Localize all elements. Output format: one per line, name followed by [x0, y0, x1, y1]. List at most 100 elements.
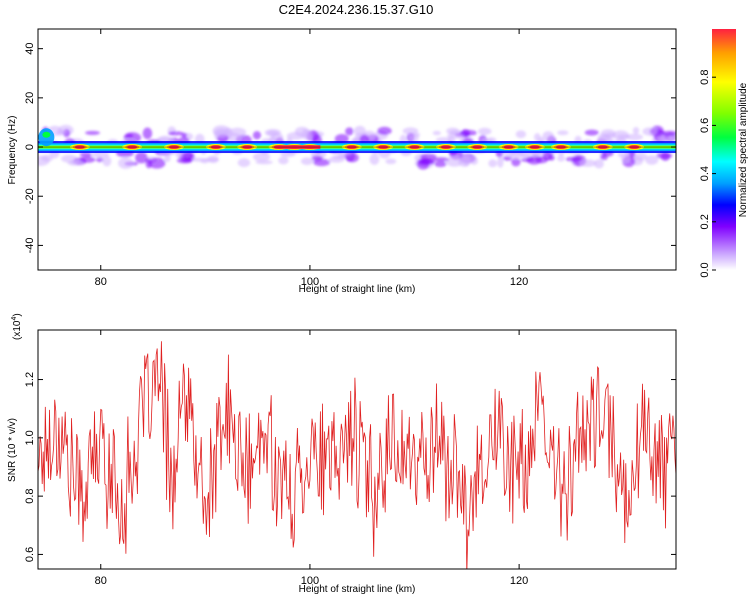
spectrogram-noise-cell [594, 159, 604, 169]
spectrogram-noise-cell [434, 161, 447, 168]
spectrogram-noise-cell [79, 152, 92, 158]
spectrogram-y-tick-label: -40 [24, 237, 36, 253]
spectrogram-heatmap [38, 124, 676, 170]
snr-y-tick-label: 0.6 [24, 547, 36, 562]
spectrogram-noise-cell [502, 155, 513, 161]
spectrogram-noise-cell [579, 159, 597, 167]
spectrogram-noise-cell [584, 129, 599, 136]
spectrogram-noise-cell [445, 156, 463, 167]
spectrogram-noise-cell [266, 130, 279, 137]
spectrogram-x-tick-label: 80 [95, 276, 107, 288]
spectrogram-left-blob-core [42, 131, 51, 138]
spectrogram-y-tick-label: -20 [24, 188, 36, 204]
spectrogram-noise-cell [385, 158, 397, 165]
colorbar-tick-label: 0.8 [699, 70, 711, 85]
spectrogram-noise-cell [626, 133, 644, 141]
spectrogram-noise-cell [542, 131, 554, 142]
spectrogram-frame [37, 28, 677, 271]
spectrogram-noise-cell [470, 156, 479, 165]
spectrogram-y-tick-label: 40 [24, 43, 36, 55]
spectrogram-noise-cell [118, 157, 134, 169]
spectrogram-noise-cell [620, 154, 630, 163]
spectrogram-noise-cell [41, 154, 54, 162]
spectrogram-noise-cell [164, 154, 171, 163]
spectrogram-noise-cell [252, 130, 262, 140]
snr-y-tick-label: 1.0 [24, 430, 36, 445]
spectrogram-noise-cell [497, 156, 504, 168]
snr-frame [37, 329, 677, 570]
spectrogram-noise-cell [369, 153, 380, 165]
spectrogram-noise-cell [200, 158, 209, 164]
snr-x-tick-label: 120 [510, 575, 528, 587]
spectrogram-noise-cell [446, 127, 460, 135]
snr-ticks: 80 100 120 0.6 0.8 1.0 1.2 [24, 330, 676, 587]
spectrogram-y-tick-label: 0 [24, 144, 36, 150]
snr-y-label: SNR (10 * v/v) [7, 418, 18, 482]
colorbar-tick-label: 0.6 [699, 118, 711, 133]
spectrogram-noise-cell [604, 132, 616, 139]
spectrogram-noise-cell [142, 127, 153, 140]
spectrogram-y-tick-label: 20 [24, 92, 36, 104]
spectrogram-noise-cell [237, 158, 251, 168]
spectrogram-noise-cell [557, 130, 569, 136]
spectrogram-y-label: Frequency (Hz) [7, 116, 18, 185]
colorbar-tick-label: 0.4 [699, 166, 711, 181]
spectrogram-noise-cell [402, 127, 419, 135]
spectrogram-noise-cell [642, 127, 658, 136]
colorbar-ticks: 0.0 0.2 0.4 0.6 0.8 [699, 70, 716, 278]
spectrogram-x-tick-label: 100 [301, 276, 319, 288]
spectrogram-noise-cell [377, 126, 392, 135]
spectrogram-noise-cell [515, 130, 527, 139]
spectrogram-noise-cell [85, 130, 101, 136]
spectrogram-x-tick-label: 120 [510, 276, 528, 288]
spectrogram-noise-cell [182, 152, 193, 162]
spectrogram-noise-cell [446, 133, 465, 139]
spectrogram-noise-cell [656, 152, 673, 159]
spectrogram-noise-cell [432, 157, 449, 162]
snr-x-tick-label: 80 [95, 575, 107, 587]
spectrogram-noise-cell [432, 130, 441, 136]
snr-y-tick-label: 0.8 [24, 488, 36, 503]
snr-y-tick-label: 1.2 [24, 372, 36, 387]
spectrogram-noise-cell [410, 134, 420, 141]
spectrogram-noise-cell [345, 127, 354, 136]
snr-exponent-label: (x104) [11, 313, 23, 340]
spectrogram-noise-cell [294, 126, 310, 137]
spectrogram-noise-cell [557, 155, 565, 162]
spectrogram-noise-cell [332, 155, 347, 160]
spectrogram-noise-cell [616, 134, 631, 139]
spectrogram-noise-cell [645, 155, 659, 165]
spectrogram-ticks: 80 100 120 40 20 0 -20 -40 [24, 29, 676, 288]
figure-title: C2E4.2024.236.15.37.G10 [279, 2, 434, 17]
spectrogram-noise-cell [420, 153, 437, 160]
snr-x-label: Height of straight line (km) [299, 584, 416, 595]
snr-x-tick-label: 100 [301, 575, 319, 587]
colorbar-tick-label: 0.0 [699, 262, 711, 277]
spectrogram-noise-cell [102, 155, 112, 167]
spectrogram-x-label: Height of straight line (km) [299, 284, 416, 295]
spectrogram-noise-cell [311, 155, 323, 161]
spectrogram-noise-cell [478, 127, 492, 135]
spectrogram-noise-cell [96, 157, 104, 163]
spectrogram-noise-cell [207, 155, 219, 164]
spectrogram-noise-cell [148, 157, 166, 169]
spectrogram-noise-cell [417, 158, 435, 165]
spectrogram-noise-cell [67, 160, 83, 166]
colorbar-label: Normalized spectral amplitude [738, 82, 749, 217]
spectrogram-panel: 80 100 120 40 20 0 -20 -40 Height of straight l… [7, 28, 677, 295]
spectrogram-noise-cell [520, 157, 535, 162]
snr-panel: 80 100 120 0.6 0.8 1.0 1.2 Height of straight … [7, 313, 677, 595]
spectrogram-noise-cell [135, 152, 148, 164]
spectrogram-noise-cell [56, 129, 64, 136]
spectrogram-noise-cell [488, 159, 498, 168]
spectrogram-noise-cell [661, 130, 676, 137]
spectrogram-noise-cell [300, 157, 314, 165]
spectrogram-noise-cell [278, 156, 289, 165]
snr-series-line [38, 341, 676, 569]
spectrogram-noise-cell [213, 128, 230, 138]
spectrogram-noise-cell [252, 152, 271, 162]
colorbar: 0.0 0.2 0.4 0.6 0.8 Normalized spectral ampl… [699, 29, 749, 278]
colorbar-tick-label: 0.2 [699, 214, 711, 229]
spectrogram-noise-cell [511, 157, 521, 167]
spectrogram-noise-cell [255, 160, 273, 165]
